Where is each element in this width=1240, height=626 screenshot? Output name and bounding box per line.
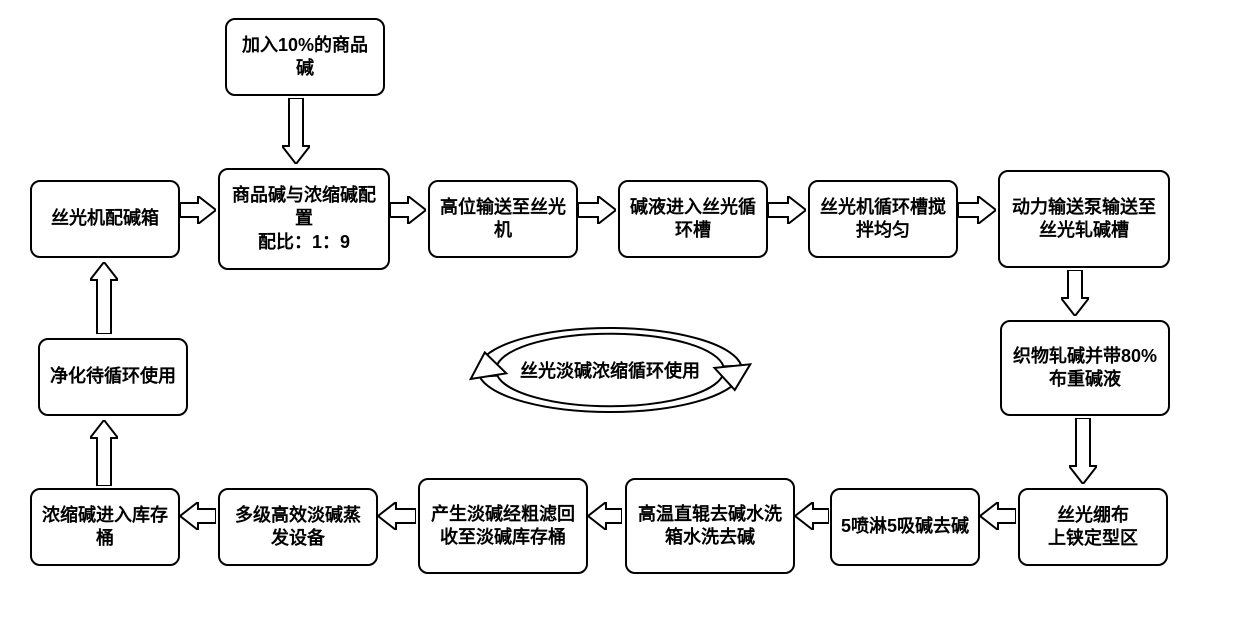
node-label: 高位输送至丝光机	[438, 196, 568, 243]
arrow-r3c2-to-r3c1	[180, 502, 216, 530]
arrow-r1c3-to-r1c4	[578, 196, 616, 224]
node-r3c1: 浓缩碱进入库存桶	[30, 488, 180, 566]
node-r3c6: 丝光绷布 上铗定型区	[1018, 488, 1168, 566]
arrow-r3c6-to-r3c5	[980, 502, 1016, 530]
node-r1c2: 商品碱与浓缩碱配置 配比：1：9	[218, 168, 390, 270]
node-label: 浓缩碱进入库存桶	[40, 504, 170, 551]
node-r1c6: 动力输送泵输送至丝光轧碱槽	[998, 170, 1170, 268]
node-label: 丝光机循环槽搅拌均匀	[818, 196, 948, 243]
node-label: 碱液进入丝光循环槽	[628, 196, 758, 243]
arrow-r1c4-to-r1c5	[768, 196, 806, 224]
arrow-top-input-to-r1c2	[282, 98, 310, 164]
arrow-left-mid-to-r1c1	[90, 262, 118, 334]
node-label: 多级高效淡碱蒸发设备	[228, 504, 368, 551]
arrow-r1c6-to-right-mid	[1061, 270, 1089, 316]
node-top-input: 加入10%的商品碱	[225, 18, 385, 96]
node-r3c2: 多级高效淡碱蒸发设备	[218, 488, 378, 566]
node-left-mid: 净化待循环使用	[38, 338, 188, 416]
arrow-r3c1-to-left-mid	[90, 420, 118, 486]
node-label: 产生淡碱经粗滤回收至淡碱库存桶	[428, 503, 578, 550]
cycle-center: 丝光淡碱浓缩循环使用	[460, 310, 760, 430]
node-r3c4: 高温直辊去碱水洗箱水洗去碱	[625, 478, 795, 574]
arrow-r3c4-to-r3c3	[588, 502, 622, 530]
node-r1c5: 丝光机循环槽搅拌均匀	[808, 180, 958, 258]
node-r1c3: 高位输送至丝光机	[428, 180, 578, 258]
arrow-right-mid-to-r3c6	[1069, 418, 1097, 484]
node-label: 高温直辊去碱水洗箱水洗去碱	[635, 503, 785, 550]
node-label: 丝光机配碱箱	[51, 207, 159, 230]
node-r1c4: 碱液进入丝光循环槽	[618, 180, 768, 258]
arrow-r3c3-to-r3c2	[378, 502, 416, 530]
node-right-mid: 织物轧碱并带80%布重碱液	[1000, 320, 1170, 416]
node-label: 丝光绷布 上铗定型区	[1048, 504, 1138, 551]
arrow-r1c1-to-r1c2	[180, 196, 216, 224]
node-label: 商品碱与浓缩碱配置 配比：1：9	[228, 184, 380, 254]
node-r3c3: 产生淡碱经粗滤回收至淡碱库存桶	[418, 478, 588, 574]
node-r3c5: 5喷淋5吸碱去碱	[830, 488, 980, 566]
node-label: 织物轧碱并带80%布重碱液	[1010, 345, 1160, 392]
arrow-r1c5-to-r1c6	[958, 196, 996, 224]
node-r1c1: 丝光机配碱箱	[30, 180, 180, 258]
node-label: 净化待循环使用	[50, 365, 176, 388]
arrow-r3c5-to-r3c4	[795, 502, 829, 530]
node-label: 动力输送泵输送至丝光轧碱槽	[1008, 196, 1160, 243]
node-label: 5喷淋5吸碱去碱	[841, 515, 969, 538]
cycle-label: 丝光淡碱浓缩循环使用	[520, 357, 700, 383]
node-label: 加入10%的商品碱	[235, 34, 375, 81]
arrow-r1c2-to-r1c3	[390, 196, 426, 224]
